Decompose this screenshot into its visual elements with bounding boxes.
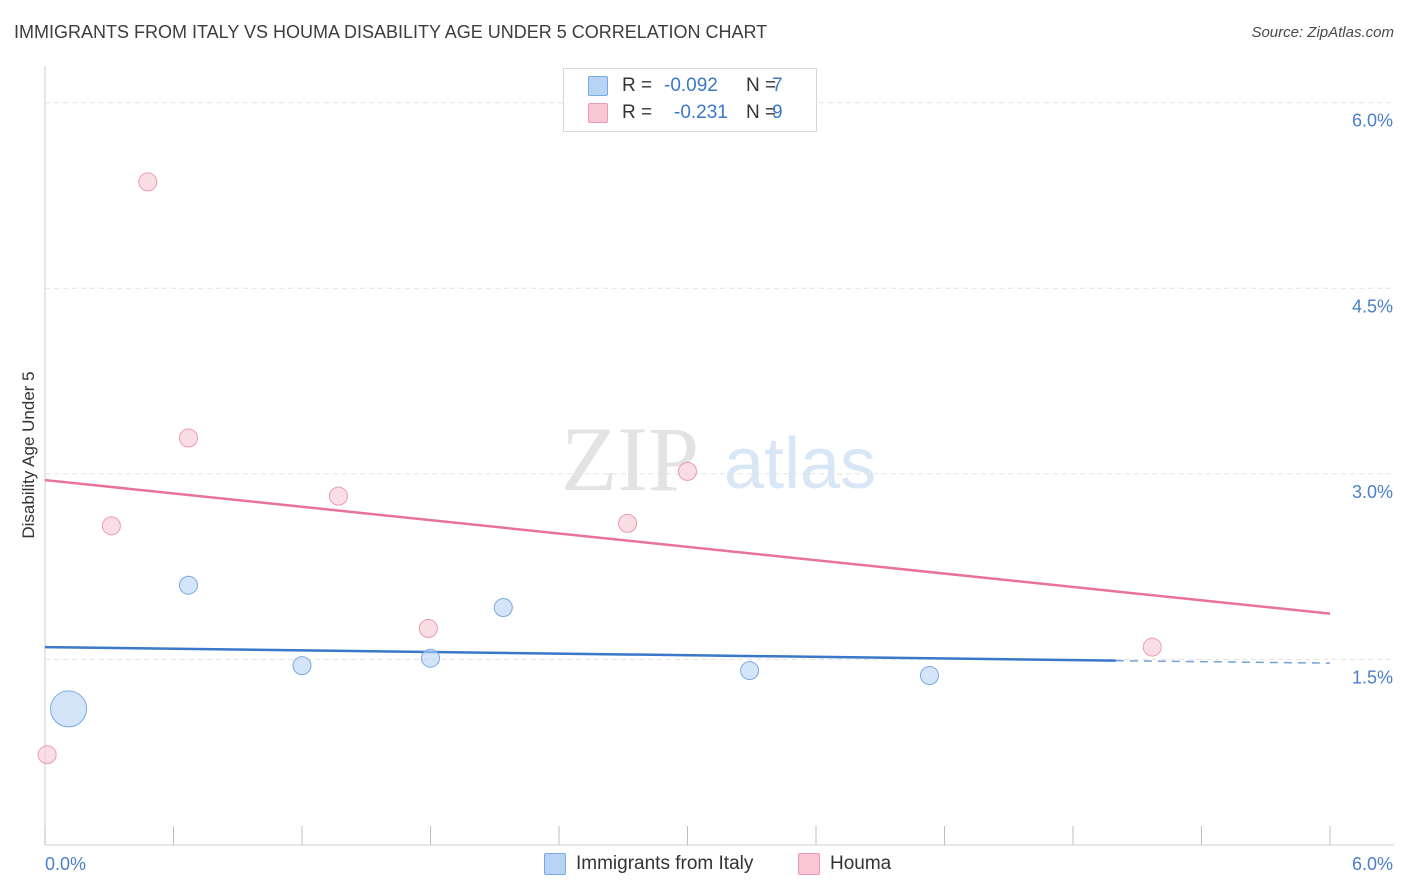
legend-row-italy: R = -0.092 N = 7 [588, 74, 783, 98]
data-point-houma [37, 745, 57, 765]
legend-n-label: N = [746, 75, 777, 96]
data-point-italy [493, 597, 513, 617]
data-point-houma [678, 461, 697, 481]
data-point-houma [618, 513, 638, 533]
trend-line-houma [44, 478, 1331, 615]
trend-line-italy-extension [1115, 659, 1331, 664]
y-tick-label: 6.0% [1352, 111, 1393, 131]
watermark-zip: ZIP [561, 408, 699, 510]
data-point-houma [138, 172, 158, 192]
legend-n-value-houma: 9 [772, 102, 783, 123]
legend-r-value-italy: -0.092 [664, 75, 718, 96]
x-tick-label: 6.0% [1352, 854, 1393, 874]
gridlines [45, 102, 1394, 660]
bottom-legend-italy: Immigrants from Italy [544, 852, 753, 876]
data-point-italy [421, 648, 440, 668]
data-point-italy [50, 690, 88, 728]
source-label: Source: ZipAtlas.com [1251, 24, 1394, 41]
watermark: ZIP atlas [561, 408, 876, 510]
y-tick-label: 4.5% [1352, 296, 1393, 316]
legend-r-label: R = [622, 75, 653, 96]
y-tick-label: 3.0% [1352, 482, 1393, 502]
legend-row-houma: R = -0.231 N = 9 [588, 101, 783, 125]
bottom-legend-swatch-italy [544, 853, 566, 875]
data-points [37, 172, 1162, 765]
x-tick-label: 0.0% [45, 854, 86, 874]
legend-n-label: N = [746, 102, 777, 123]
bottom-legend-swatch-houma [798, 853, 820, 875]
watermark-atlas: atlas [724, 424, 876, 504]
axes [44, 66, 1394, 846]
correlation-legend: R = -0.092 N = 7 R = -0.231 N = 9 [563, 68, 817, 132]
legend-swatch-italy [588, 76, 608, 96]
y-tick-label: 1.5% [1352, 667, 1393, 687]
tick-labels: 1.5% 3.0% 4.5% 6.0% 0.0% 6.0% [45, 111, 1393, 874]
bottom-legend-label-houma: Houma [830, 853, 892, 874]
data-point-houma [328, 486, 348, 506]
data-point-houma [1142, 637, 1162, 657]
data-point-houma [418, 619, 438, 639]
data-point-italy [740, 661, 760, 681]
bottom-legend-label-italy: Immigrants from Italy [576, 853, 754, 874]
data-point-houma [101, 516, 121, 536]
trend-line-italy [44, 645, 1116, 662]
data-point-italy [920, 666, 940, 686]
trend-lines [44, 478, 1331, 664]
bottom-legend-houma: Houma [798, 852, 891, 876]
legend-r-value-houma: -0.231 [674, 102, 728, 123]
legend-swatch-houma [588, 103, 608, 123]
data-point-houma [178, 428, 198, 448]
data-point-italy [292, 656, 312, 676]
data-point-italy [178, 575, 198, 595]
legend-r-label: R = [622, 102, 653, 123]
chart-title: IMMIGRANTS FROM ITALY VS HOUMA DISABILIT… [14, 22, 768, 42]
legend-n-value-italy: 7 [772, 75, 783, 96]
y-axis-label: Disability Age Under 5 [19, 371, 38, 538]
